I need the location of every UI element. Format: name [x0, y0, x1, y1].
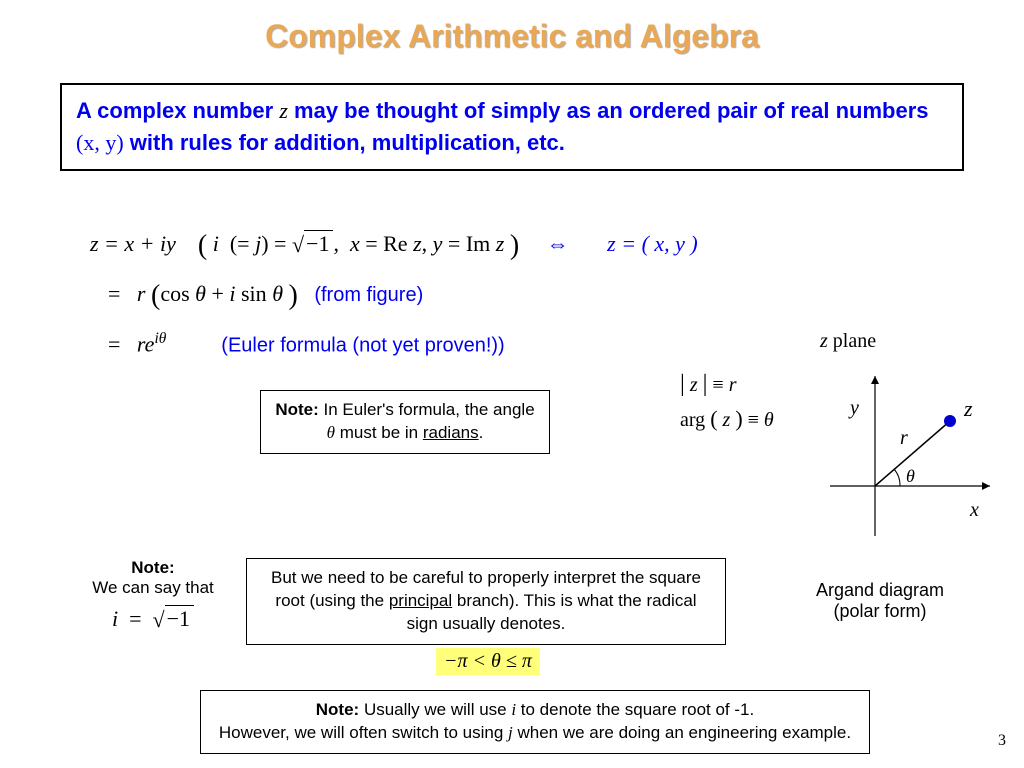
intro-tuple: (x, y)	[76, 130, 124, 155]
eq-exponential: = reiθ (Euler formula (not yet proven!))	[108, 330, 698, 357]
equations: z = x + iy ( i (= j) = √−1, x = Re z, y …	[90, 230, 698, 375]
page-number: 3	[998, 732, 1006, 750]
side-note: Note: We can say that i = √−1	[73, 558, 233, 632]
argand-svg: x y z r θ	[820, 366, 1000, 566]
slide-title: Complex Arithmetic and Algebra	[0, 0, 1024, 55]
side-note-bold: Note:	[131, 558, 174, 577]
mod-arg-labels: | z | ≡ r arg ( z ) ≡ θ	[680, 366, 774, 435]
intro-box: A complex number z may be thought of sim…	[60, 83, 964, 171]
euler-radians: radians	[423, 423, 479, 442]
euler-label: (Euler formula (not yet proven!))	[221, 334, 504, 356]
side-note-text: We can say that	[92, 578, 214, 597]
from-figure: (from figure)	[314, 284, 423, 306]
ij-t2: to denote the square root of -1.	[516, 700, 754, 719]
euler-note-t3: .	[479, 423, 484, 442]
argand-caption: Argand diagram(polar form)	[770, 580, 990, 622]
intro-text-1: A complex number	[76, 98, 279, 123]
z-plane-label: z plane	[820, 330, 876, 353]
i-sqrt-eq: i = √−1	[73, 606, 233, 632]
intro-text-3: with rules for addition, multiplication,…	[124, 130, 565, 155]
r-label: r	[900, 427, 908, 449]
eq3-exp: iθ	[154, 330, 166, 347]
y-axis-label: y	[848, 397, 859, 419]
euler-note-bold: Note:	[275, 400, 318, 419]
z-point-label: z	[963, 396, 973, 421]
euler-note-t1: In Euler's formula, the angle	[319, 400, 535, 419]
ij-t1: Usually we will use	[359, 700, 511, 719]
theta-label: θ	[906, 466, 915, 486]
eq1-lhs: z = x + iy	[90, 231, 176, 256]
ij-t4: when we are doing an engineering example…	[513, 723, 851, 742]
theta-range: −π < θ ≤ π	[436, 648, 540, 675]
eq1-rhs: z = ( x, y )	[607, 231, 698, 256]
iff-arrow: ⇔	[547, 231, 569, 256]
ij-note-box: Note: Usually we will use i to denote th…	[200, 690, 870, 754]
eq-polar: = r (cos θ + i sin θ ) (from figure)	[108, 280, 698, 312]
ij-bold: Note:	[316, 700, 359, 719]
branch-note-box: But we need to be careful to properly in…	[246, 558, 726, 645]
intro-z: z	[279, 98, 288, 123]
ij-t3: However, we will often switch to using	[219, 723, 508, 742]
euler-note-t2: must be in	[335, 423, 423, 442]
euler-note-box: Note: In Euler's formula, the angle θ mu…	[260, 390, 550, 454]
intro-text-2: may be thought of simply as an ordered p…	[288, 98, 929, 123]
eq-rectangular: z = x + iy ( i (= j) = √−1, x = Re z, y …	[90, 230, 698, 262]
branch-principal: principal	[389, 591, 452, 610]
x-axis-label: x	[969, 499, 979, 521]
euler-theta: θ	[327, 423, 335, 442]
